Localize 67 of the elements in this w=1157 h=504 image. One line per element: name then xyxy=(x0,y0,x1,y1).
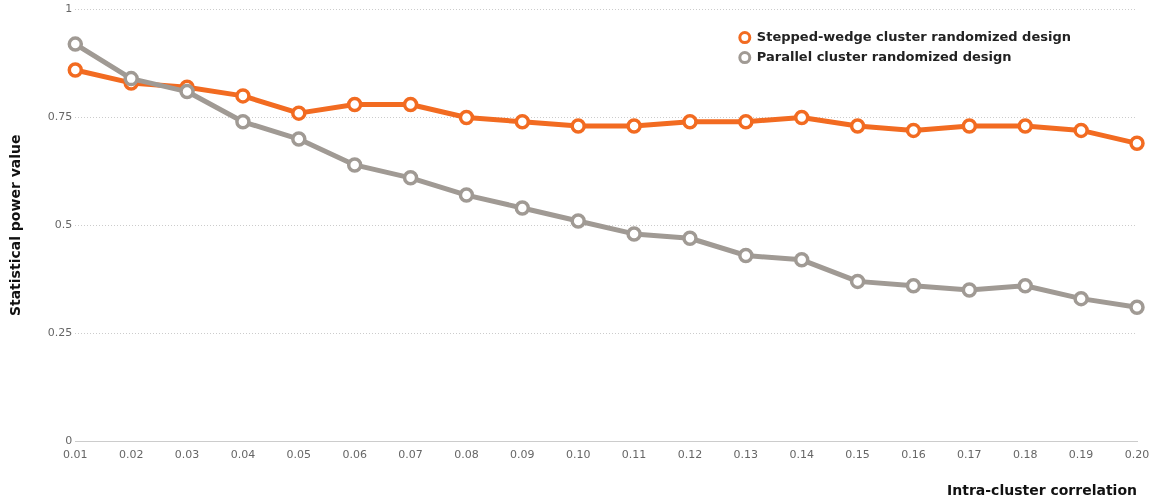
point xyxy=(961,118,978,134)
x-tick-label: 0.19 xyxy=(1068,448,1094,462)
point xyxy=(1129,299,1145,316)
x-tick-label: 0.10 xyxy=(565,448,591,462)
x-tick-label: 0.02 xyxy=(118,448,144,462)
x-tick-label: 0.05 xyxy=(286,448,312,462)
point xyxy=(458,109,475,126)
x-tick-label: 0.06 xyxy=(342,448,367,462)
point xyxy=(346,96,363,113)
x-tick-label: 0.14 xyxy=(789,448,814,462)
x-tick-label: 0.04 xyxy=(230,448,256,462)
point xyxy=(570,213,586,229)
y-axis-title: Statistical power value xyxy=(7,134,24,317)
point xyxy=(793,109,810,126)
x-tick-label: 0.16 xyxy=(901,448,926,462)
point xyxy=(235,114,251,130)
point xyxy=(235,88,251,104)
x-axis-title: Intra-cluster correlation xyxy=(947,482,1137,499)
y-tick-label: 0.25 xyxy=(47,326,73,340)
point xyxy=(402,170,419,186)
point xyxy=(514,200,531,216)
x-tick-label: 0.17 xyxy=(957,448,982,462)
legend-label: Stepped-wedge cluster randomized design xyxy=(756,28,1072,44)
point xyxy=(626,226,642,242)
point xyxy=(682,230,698,246)
point xyxy=(849,118,866,134)
point xyxy=(458,187,475,203)
point xyxy=(682,114,698,130)
point xyxy=(738,247,754,264)
point xyxy=(570,118,586,134)
x-tick-label: 0.15 xyxy=(845,448,870,462)
point xyxy=(738,114,754,130)
point xyxy=(179,83,195,100)
point xyxy=(67,62,84,78)
point xyxy=(1129,135,1145,152)
point xyxy=(905,122,922,139)
point xyxy=(793,252,810,268)
x-tick-label: 0.07 xyxy=(398,448,423,462)
x-tick-label: 0.08 xyxy=(454,448,479,462)
y-tick-label: 0 xyxy=(65,433,73,447)
point xyxy=(1017,118,1033,134)
y-tick-label: 0.75 xyxy=(47,110,73,124)
point xyxy=(123,70,139,87)
point xyxy=(514,114,531,130)
x-tick-label: 0.09 xyxy=(510,448,535,462)
point xyxy=(1073,122,1089,139)
point xyxy=(961,282,978,298)
point xyxy=(626,118,642,134)
x-tick-label: 0.03 xyxy=(174,448,200,462)
x-tick-label: 0.11 xyxy=(621,448,647,462)
point xyxy=(291,131,307,147)
x-tick-label: 0.12 xyxy=(677,448,703,462)
point xyxy=(291,105,307,121)
point xyxy=(849,273,866,290)
y-tick-label: 1 xyxy=(65,2,73,16)
point xyxy=(905,277,922,294)
legend-label: Parallel cluster randomized design xyxy=(756,48,1012,64)
point xyxy=(67,36,84,52)
point xyxy=(402,96,419,113)
x-tick-label: 0.13 xyxy=(733,448,759,462)
x-tick-label: 0.20 xyxy=(1124,448,1150,462)
point xyxy=(1017,277,1033,294)
x-tick-label: 0.01 xyxy=(63,448,88,462)
y-tick-label: 0.5 xyxy=(54,218,73,232)
x-tick-label: 0.18 xyxy=(1012,448,1038,462)
point xyxy=(346,157,363,173)
point xyxy=(1073,290,1089,307)
